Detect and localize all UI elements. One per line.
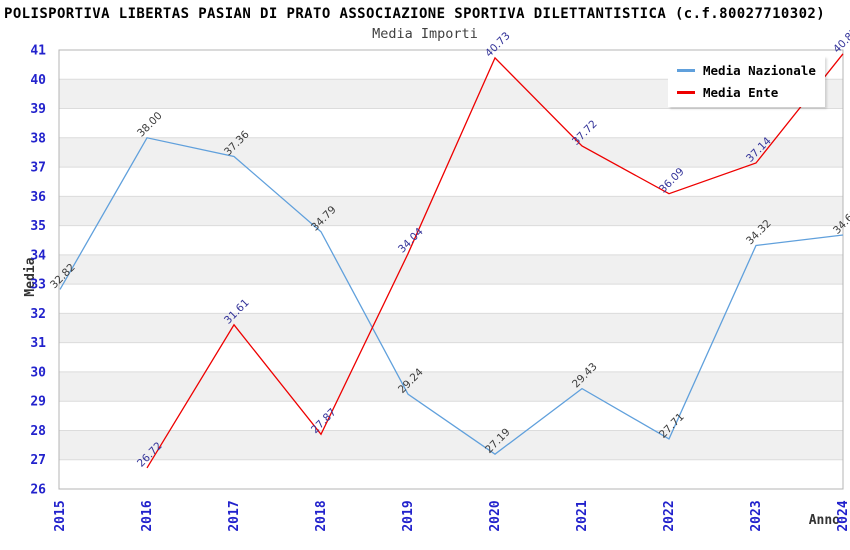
y-tick-label: 37: [30, 161, 46, 176]
grid-band: [59, 430, 843, 460]
legend-label-media-nazionale: Media Nazionale: [703, 63, 816, 78]
y-tick-label: 33: [30, 278, 46, 293]
grid-band: [59, 196, 843, 226]
chart-title: POLISPORTIVA LIBERTAS PASIAN DI PRATO AS…: [4, 6, 826, 22]
x-tick-label: 2023: [749, 500, 764, 531]
point-label: 40.73: [483, 30, 513, 60]
y-tick-label: 28: [30, 424, 46, 439]
legend-item-media-nazionale: Media Nazionale: [677, 63, 816, 78]
y-tick-label: 26: [30, 483, 46, 498]
y-tick-label: 30: [30, 365, 46, 380]
x-tick-label: 2016: [140, 500, 155, 531]
series-line-media-ente: [146, 53, 844, 469]
y-tick-label: 40: [30, 73, 46, 88]
y-tick-label: 32: [30, 307, 46, 322]
y-tick-label: 29: [30, 395, 46, 410]
grid-band: [59, 313, 843, 343]
legend-line-icon: [677, 69, 695, 72]
point-label: 40.87: [831, 26, 850, 56]
plot-frame: [58, 49, 844, 490]
x-tick-label: 2015: [53, 500, 68, 531]
legend: Media Nazionale Media Ente: [668, 56, 825, 107]
x-tick-label: 2019: [401, 500, 416, 531]
grid-band: [59, 254, 843, 285]
y-tick-label: 35: [30, 219, 46, 234]
legend-item-media-ente: Media Ente: [677, 85, 816, 100]
legend-label-media-ente: Media Ente: [703, 85, 779, 100]
y-tick-label: 36: [30, 190, 46, 205]
y-tick-label: 41: [30, 44, 46, 59]
y-tick-label: 38: [30, 131, 46, 146]
y-tick-label: 27: [30, 453, 46, 468]
x-tick-label: 2020: [488, 500, 503, 531]
point-label: 38.00: [135, 110, 165, 140]
x-tick-label: 2022: [662, 500, 677, 531]
legend-line-icon: [677, 91, 695, 94]
x-tick-label: 2021: [575, 500, 590, 531]
chart-subtitle: Media Importi: [372, 26, 478, 42]
y-tick-label: 39: [30, 102, 46, 117]
series-line-media-nazionale: [59, 137, 844, 455]
x-tick-label: 2017: [227, 500, 242, 531]
y-tick-label: 34: [30, 248, 46, 263]
y-tick-label: 31: [30, 336, 46, 351]
x-axis-title: Anno: [808, 513, 840, 528]
grid-band: [59, 371, 843, 402]
x-tick-label: 2024: [836, 500, 850, 531]
grid-band: [59, 137, 843, 168]
point-label: 36.09: [657, 166, 687, 196]
point-label: 34.04: [396, 225, 426, 255]
x-tick-label: 2018: [314, 500, 329, 531]
